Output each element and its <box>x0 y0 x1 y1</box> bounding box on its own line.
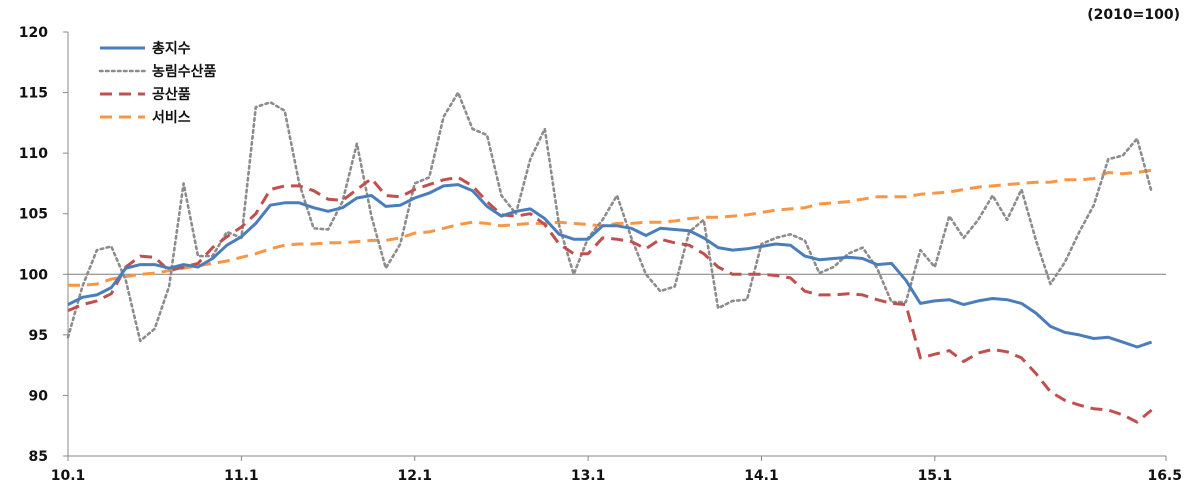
x-tick-label: 16.5 <box>1147 468 1182 484</box>
y-tick-label: 105 <box>19 207 48 223</box>
unit-label: (2010=100) <box>1087 7 1180 23</box>
x-tick-label: 10.1 <box>51 468 86 484</box>
x-tick-label: 13.1 <box>571 468 606 484</box>
y-tick-label: 115 <box>19 86 48 102</box>
legend-label-2: 농림수산품 <box>152 63 217 80</box>
legend-label-4: 서비스 <box>152 110 191 126</box>
legend-label-3: 공산품 <box>152 86 191 103</box>
y-tick-label: 120 <box>19 25 48 41</box>
y-tick-label: 110 <box>19 146 48 162</box>
x-tick-label: 11.1 <box>224 468 259 484</box>
y-tick-label: 95 <box>29 328 48 344</box>
series-line-1 <box>67 183 1153 349</box>
y-tick-label: 90 <box>29 388 49 404</box>
y-tick-label: 100 <box>19 267 48 283</box>
series-line-4 <box>68 168 1152 287</box>
legend-label-1: 총지수 <box>152 41 191 57</box>
y-tick-label: 85 <box>29 449 48 465</box>
x-tick-label: 15.1 <box>918 468 953 484</box>
axis-layer: 85 90 95 100 105 110 115 120 10.1 11.1 12.1 13.1 14.… <box>19 25 1182 484</box>
x-tick-label: 14.1 <box>744 468 779 484</box>
series-layer <box>66 91 1153 424</box>
x-tick-label: 12.1 <box>397 468 432 484</box>
series-line-3 <box>67 175 1153 424</box>
series-line-2 <box>66 91 1153 343</box>
